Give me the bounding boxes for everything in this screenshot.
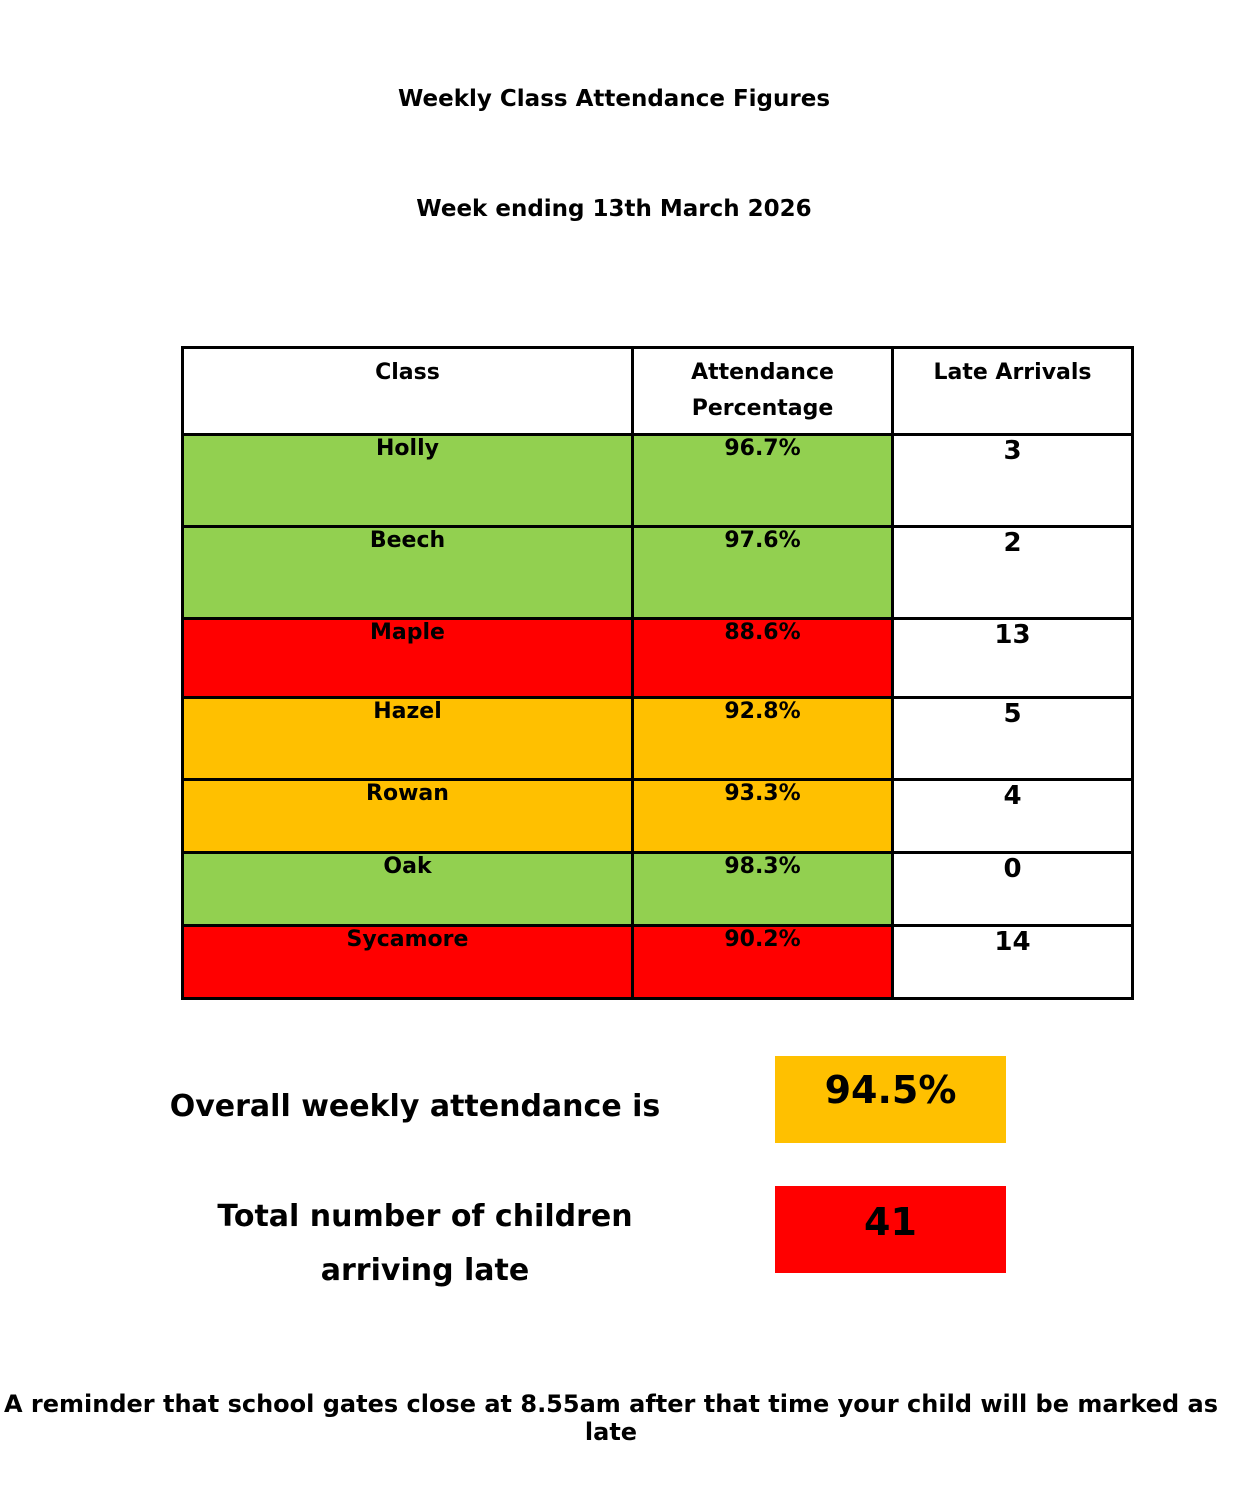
total-late-label: Total number of children arriving late [217, 1199, 633, 1288]
late-arrivals-cell: 0 [891, 851, 1134, 927]
attendance-percentage-cell: 90.2% [631, 924, 894, 1000]
attendance-table: Class Attendance Percentage Late Arrival… [181, 346, 1134, 1000]
table-row: Beech 97.6% 2 [181, 525, 1134, 620]
class-name-cell: Sycamore [181, 924, 634, 1000]
table-row: Holly 96.7% 3 [181, 433, 1134, 528]
page-title: Weekly Class Attendance Figures [397, 86, 831, 112]
attendance-percentage-cell: 97.6% [631, 525, 894, 620]
table-header-row: Class Attendance Percentage Late Arrival… [181, 346, 1134, 436]
header-attendance-line2: Percentage [691, 396, 834, 421]
table-row: Oak 98.3% 0 [181, 851, 1134, 927]
late-arrivals-cell: 4 [891, 778, 1134, 854]
late-arrivals-cell: 3 [891, 433, 1134, 528]
week-ending-subtitle: Week ending 13th March 2026 [416, 196, 812, 222]
header-class: Class [181, 346, 634, 436]
table-row: Hazel 92.8% 5 [181, 696, 1134, 781]
class-name-cell: Hazel [181, 696, 634, 781]
table-body: Holly 96.7% 3 Beech 97.6% 2 Maple 88.6% 13 Hazel 9… [181, 433, 1134, 1000]
attendance-percentage-cell: 92.8% [631, 696, 894, 781]
table-row: Rowan 93.3% 4 [181, 778, 1134, 854]
header-attendance-line1: Attendance [691, 360, 834, 385]
total-late-value: 41 [775, 1186, 1006, 1273]
class-name-cell: Rowan [181, 778, 634, 854]
class-name-cell: Holly [181, 433, 634, 528]
class-name-cell: Oak [181, 851, 634, 927]
attendance-percentage-cell: 88.6% [631, 617, 894, 699]
reminder-note: A reminder that school gates close at 8.… [3, 1390, 1219, 1446]
late-arrivals-cell: 14 [891, 924, 1134, 1000]
late-arrivals-cell: 2 [891, 525, 1134, 620]
class-name-cell: Maple [181, 617, 634, 699]
attendance-percentage-cell: 93.3% [631, 778, 894, 854]
attendance-percentage-cell: 96.7% [631, 433, 894, 528]
class-name-cell: Beech [181, 525, 634, 620]
overall-attendance-label: Overall weekly attendance is [169, 1089, 661, 1124]
header-late-arrivals: Late Arrivals [891, 346, 1134, 436]
table-row: Sycamore 90.2% 14 [181, 924, 1134, 1000]
attendance-percentage-cell: 98.3% [631, 851, 894, 927]
overall-attendance-value: 94.5% [775, 1056, 1006, 1143]
header-attendance: Attendance Percentage [631, 346, 894, 436]
late-arrivals-cell: 5 [891, 696, 1134, 781]
late-arrivals-cell: 13 [891, 617, 1134, 699]
table-row: Maple 88.6% 13 [181, 617, 1134, 699]
